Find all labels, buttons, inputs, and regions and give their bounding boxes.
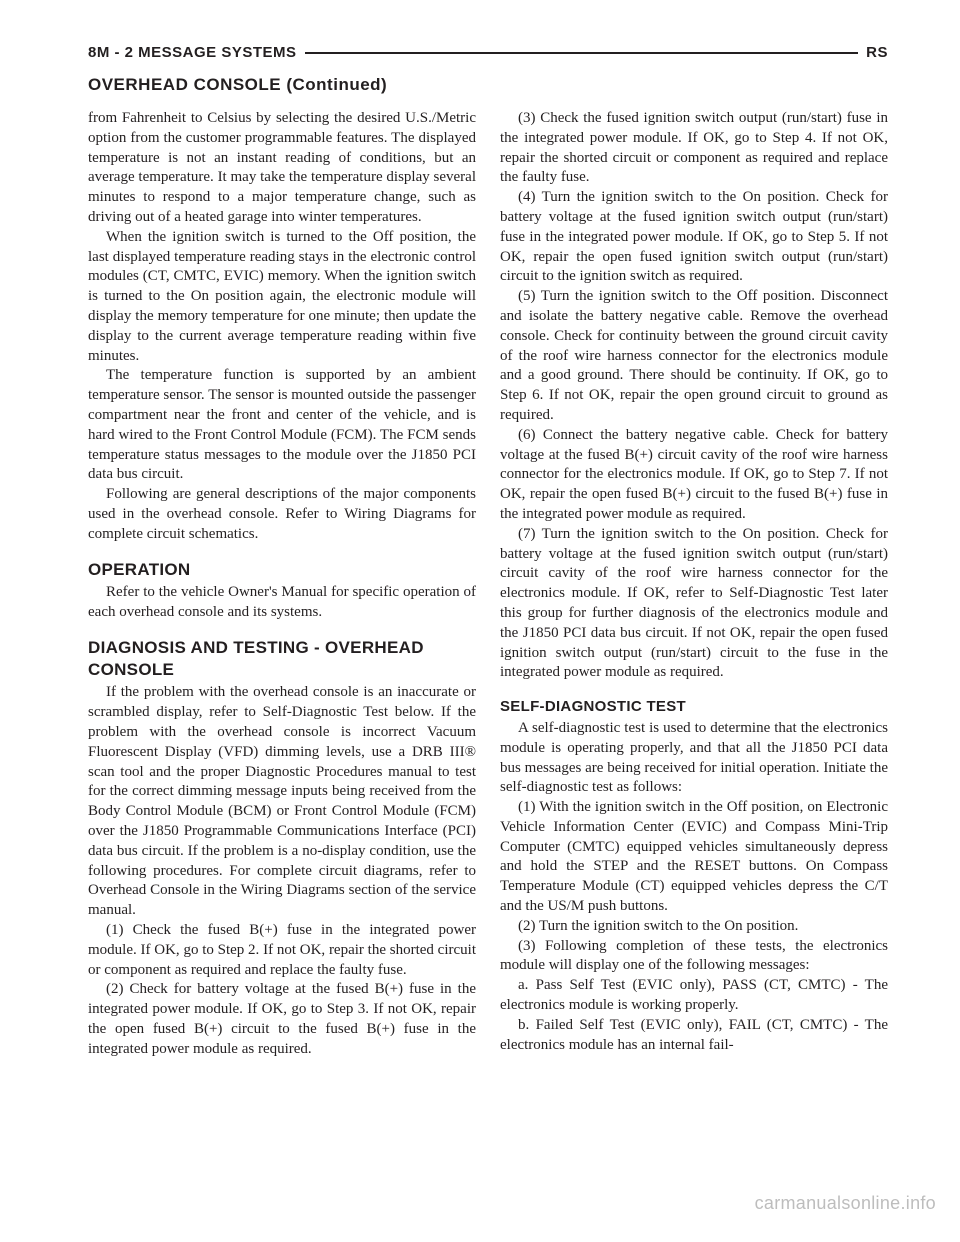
paragraph: When the ignition switch is turned to th… <box>88 228 476 367</box>
paragraph: from Fahrenheit to Celsius by selecting … <box>88 109 476 228</box>
test-step-3: (3) Following completion of these tests,… <box>500 937 888 977</box>
right-column: (3) Check the fused ignition switch outp… <box>500 109 888 1060</box>
header-right: RS <box>866 44 888 61</box>
operation-heading: OPERATION <box>88 559 476 581</box>
section-continued: OVERHEAD CONSOLE (Continued) <box>88 75 888 95</box>
step-4: (4) Turn the ignition switch to the On p… <box>500 188 888 287</box>
paragraph: If the problem with the overhead console… <box>88 683 476 921</box>
step-6: (6) Connect the battery negative cable. … <box>500 426 888 525</box>
self-diagnostic-heading: SELF-DIAGNOSTIC TEST <box>500 697 888 717</box>
diagnosis-heading: DIAGNOSIS AND TESTING - OVERHEAD CONSOLE <box>88 637 476 682</box>
step-7: (7) Turn the ignition switch to the On p… <box>500 525 888 683</box>
paragraph: A self-diagnostic test is used to determ… <box>500 719 888 798</box>
header-left: 8M - 2 MESSAGE SYSTEMS <box>88 44 297 61</box>
paragraph: Refer to the vehicle Owner's Manual for … <box>88 583 476 623</box>
watermark: carmanualsonline.info <box>755 1193 936 1214</box>
paragraph: Following are general descriptions of th… <box>88 485 476 544</box>
test-step-2: (2) Turn the ignition switch to the On p… <box>500 917 888 937</box>
result-a: a. Pass Self Test (EVIC only), PASS (CT,… <box>500 976 888 1016</box>
left-column: from Fahrenheit to Celsius by selecting … <box>88 109 476 1060</box>
step-5: (5) Turn the ignition switch to the Off … <box>500 287 888 426</box>
result-b: b. Failed Self Test (EVIC only), FAIL (C… <box>500 1016 888 1056</box>
step-1: (1) Check the fused B(+) fuse in the int… <box>88 921 476 980</box>
step-3: (3) Check the fused ignition switch outp… <box>500 109 888 188</box>
paragraph: The temperature function is supported by… <box>88 366 476 485</box>
page-header: 8M - 2 MESSAGE SYSTEMS RS <box>88 44 888 61</box>
body-columns: from Fahrenheit to Celsius by selecting … <box>88 109 888 1060</box>
header-divider <box>305 52 859 54</box>
test-step-1: (1) With the ignition switch in the Off … <box>500 798 888 917</box>
step-2: (2) Check for battery voltage at the fus… <box>88 980 476 1059</box>
